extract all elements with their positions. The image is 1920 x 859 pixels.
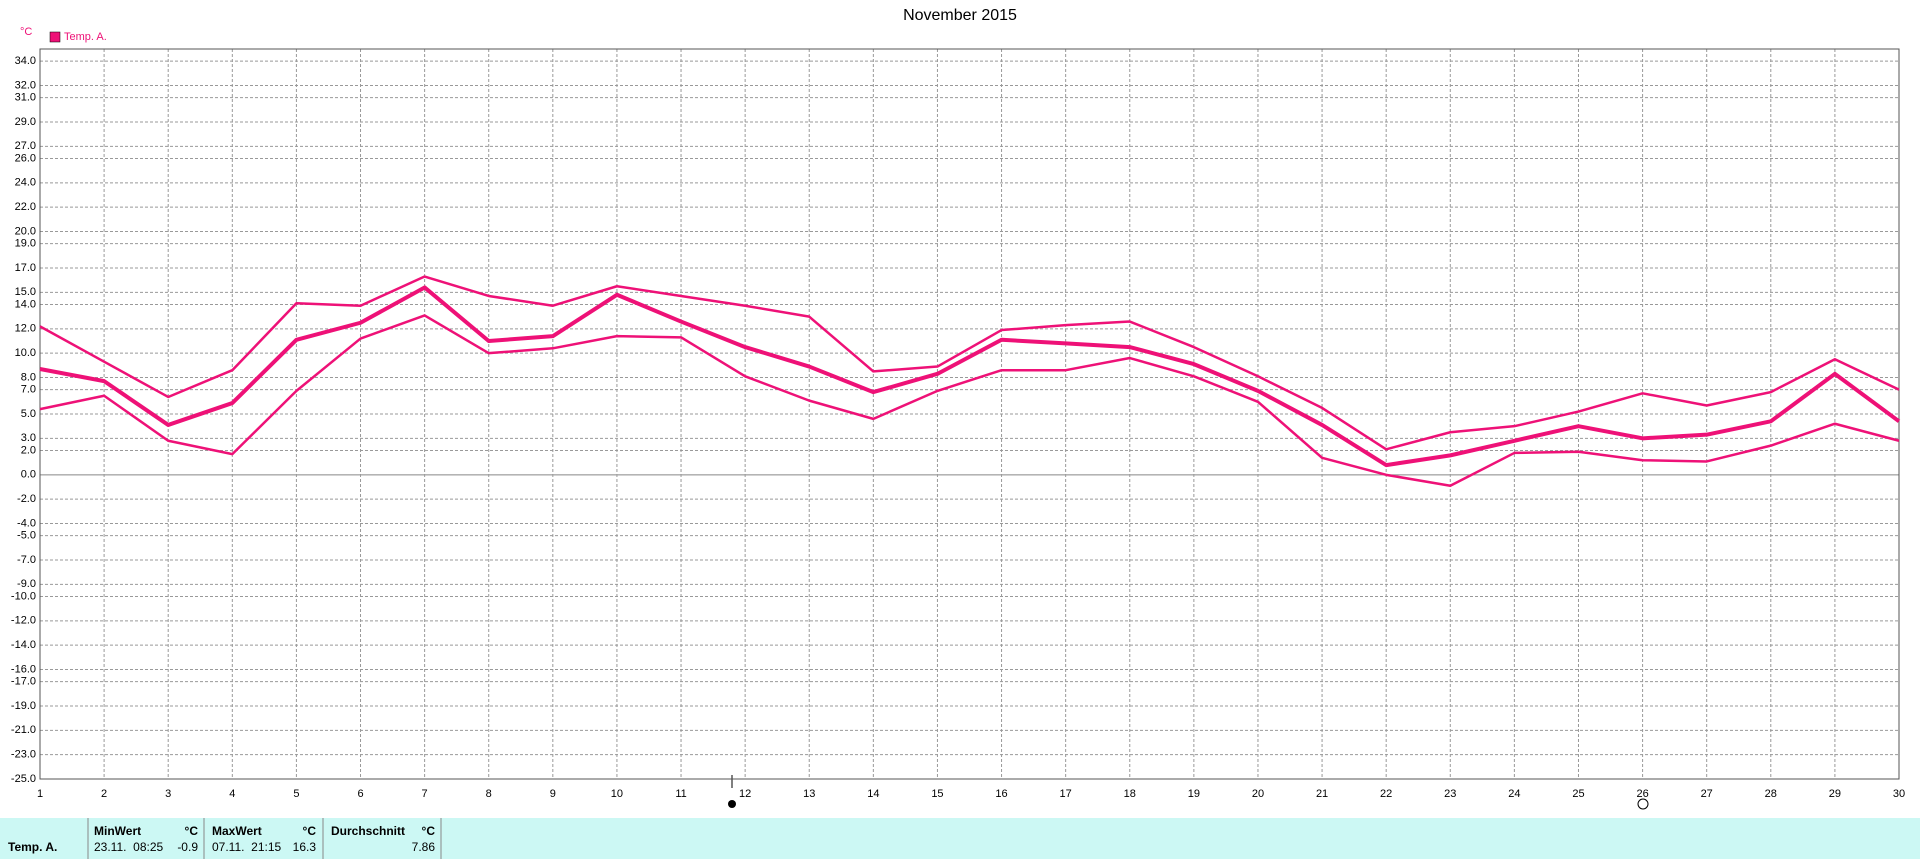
y-tick-label: 14.0 <box>15 298 36 310</box>
cell: 7.86 <box>412 840 436 854</box>
y-tick-label: -4.0 <box>17 517 36 529</box>
x-tick-label: 7 <box>422 788 428 800</box>
y-tick-label: -17.0 <box>11 676 36 688</box>
y-tick-label: 2.0 <box>21 444 36 456</box>
cell: -0.9 <box>177 840 198 854</box>
summary-table: Temp. A. MinWert °C MaxWert °C Durchschn… <box>8 818 442 859</box>
x-tick-label: 18 <box>1124 788 1136 800</box>
x-tick-label: 8 <box>486 788 492 800</box>
x-tick-label: 24 <box>1508 788 1520 800</box>
x-tick-label: 15 <box>931 788 943 800</box>
x-tick-label: 19 <box>1188 788 1200 800</box>
y-tick-label: -14.0 <box>11 639 36 651</box>
header: °C <box>303 824 317 838</box>
header: Durchschnitt <box>331 824 405 838</box>
x-tick-label: 13 <box>803 788 815 800</box>
x-tick-label: 23 <box>1444 788 1456 800</box>
y-tick-label: 3.0 <box>21 432 36 444</box>
plot-frame <box>39 48 1900 780</box>
y-tick-label: 12.0 <box>15 323 36 335</box>
y-tick-label: -25.0 <box>11 773 36 785</box>
x-tick-label: 12 <box>739 788 751 800</box>
series-line <box>39 275 1900 451</box>
x-tick-label: 9 <box>550 788 556 800</box>
y-tick-label: 20.0 <box>15 225 36 237</box>
y-tick-label: 19.0 <box>15 238 36 250</box>
y-axis-label: °C <box>20 26 32 38</box>
y-tick-label: -12.0 <box>11 615 36 627</box>
y-tick-label: 32.0 <box>15 79 36 91</box>
y-tick-label: 17.0 <box>15 262 36 274</box>
x-tick-label: 30 <box>1893 788 1905 800</box>
x-tick-label: 27 <box>1701 788 1713 800</box>
chart-title: November 2015 <box>903 7 1017 24</box>
y-tick-label: 8.0 <box>21 371 36 383</box>
x-tick-label: 6 <box>357 788 363 800</box>
y-tick-label: 29.0 <box>15 116 36 128</box>
x-tick-label: 17 <box>1060 788 1072 800</box>
y-tick-label: 24.0 <box>15 177 36 189</box>
header: °C <box>422 824 436 838</box>
y-tick-label: -10.0 <box>11 590 36 602</box>
x-tick-label: 1 <box>37 788 43 800</box>
summary-band <box>0 818 1920 859</box>
header: MinWert <box>94 824 141 838</box>
x-tick-label: 22 <box>1380 788 1392 800</box>
y-tick-label: 31.0 <box>15 92 36 104</box>
y-tick-label: 27.0 <box>15 140 36 152</box>
cell: 16.3 <box>293 840 317 854</box>
x-tick-label: 28 <box>1765 788 1777 800</box>
x-tick-label: 21 <box>1316 788 1328 800</box>
series-line <box>39 285 1901 468</box>
y-tick-label: 34.0 <box>15 55 36 67</box>
row-label: Temp. A. <box>8 840 57 854</box>
cell: 23.11. 08:25 <box>94 840 163 854</box>
y-tick-label: 26.0 <box>15 152 36 164</box>
y-tick-label: 15.0 <box>15 286 36 298</box>
x-tick-label: 29 <box>1829 788 1841 800</box>
x-tick-label: 26 <box>1636 788 1648 800</box>
y-tick-label: -16.0 <box>11 663 36 675</box>
y-tick-label: -2.0 <box>17 493 36 505</box>
y-tick-label: -5.0 <box>17 530 36 542</box>
header: °C <box>185 824 199 838</box>
y-tick-label: -21.0 <box>11 724 36 736</box>
x-tick-label: 11 <box>675 788 686 800</box>
x-tick-label: 14 <box>867 788 879 800</box>
y-tick-label: -9.0 <box>17 578 36 590</box>
header: MaxWert <box>212 824 262 838</box>
series-line <box>39 314 1900 488</box>
y-tick-label: 10.0 <box>15 347 36 359</box>
x-tick-label: 25 <box>1572 788 1584 800</box>
y-tick-label: 7.0 <box>21 384 36 396</box>
x-tick-label: 20 <box>1252 788 1264 800</box>
y-tick-label: 22.0 <box>15 201 36 213</box>
marker <box>1637 798 1649 810</box>
y-tick-label: -23.0 <box>11 749 36 761</box>
legend-label: Temp. A. <box>64 31 107 43</box>
cell: 07.11. 21:15 <box>212 840 281 854</box>
legend-swatch <box>49 31 61 43</box>
x-tick-label: 10 <box>611 788 623 800</box>
x-tick-label: 5 <box>293 788 299 800</box>
y-tick-label: 0.0 <box>21 469 36 481</box>
x-tick-label: 16 <box>995 788 1007 800</box>
x-tick-label: 3 <box>165 788 171 800</box>
y-tick-label: -7.0 <box>17 554 36 566</box>
marker <box>728 800 736 808</box>
x-tick-label: 4 <box>229 788 235 800</box>
y-tick-label: 5.0 <box>21 408 36 420</box>
x-tick-label: 2 <box>101 788 107 800</box>
y-tick-label: -19.0 <box>11 700 36 712</box>
